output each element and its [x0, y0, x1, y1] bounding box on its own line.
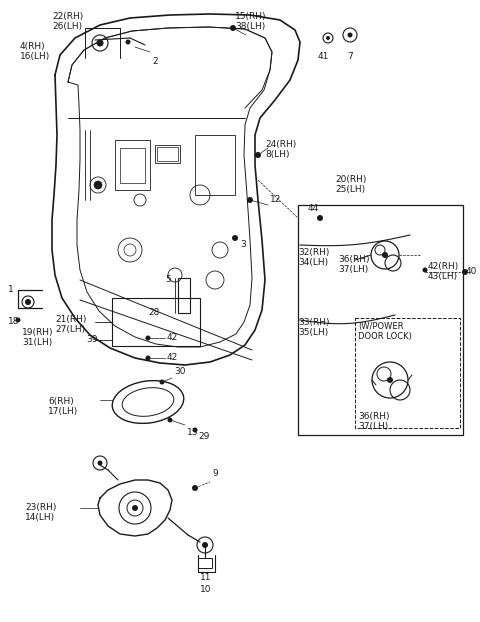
Text: 22(RH)
26(LH): 22(RH) 26(LH) — [52, 12, 83, 31]
Bar — [115, 140, 150, 190]
Circle shape — [145, 335, 151, 340]
Text: 1: 1 — [8, 285, 14, 294]
Circle shape — [326, 36, 330, 40]
Text: 28: 28 — [148, 308, 159, 317]
Text: 11: 11 — [200, 573, 212, 582]
Text: 18: 18 — [8, 317, 20, 326]
Bar — [120, 148, 145, 183]
Text: 6(RH)
17(LH): 6(RH) 17(LH) — [48, 397, 78, 416]
Text: 10: 10 — [200, 585, 212, 594]
Text: 40: 40 — [466, 267, 478, 277]
Text: 23(RH)
14(LH): 23(RH) 14(LH) — [25, 503, 56, 522]
Text: 2: 2 — [152, 57, 157, 66]
Text: 44: 44 — [308, 204, 319, 213]
Text: 41: 41 — [318, 52, 329, 61]
Circle shape — [202, 542, 208, 548]
Circle shape — [387, 377, 393, 383]
Text: 13: 13 — [187, 428, 199, 437]
Text: (W/POWER
DOOR LOCK): (W/POWER DOOR LOCK) — [358, 322, 412, 341]
Circle shape — [97, 40, 103, 46]
Text: 19(RH)
31(LH): 19(RH) 31(LH) — [22, 328, 53, 348]
Text: 12: 12 — [270, 195, 281, 205]
Text: 15(RH)
38(LH): 15(RH) 38(LH) — [235, 12, 266, 31]
Circle shape — [422, 267, 428, 272]
Circle shape — [125, 40, 131, 45]
Circle shape — [25, 300, 31, 305]
Text: 4(RH)
16(LH): 4(RH) 16(LH) — [20, 42, 50, 62]
Circle shape — [192, 485, 198, 491]
Circle shape — [230, 25, 236, 31]
Circle shape — [462, 269, 468, 275]
Text: 36(RH)
37(LH): 36(RH) 37(LH) — [358, 412, 389, 432]
Text: 42(RH)
43(LH): 42(RH) 43(LH) — [428, 262, 459, 281]
Circle shape — [232, 235, 238, 241]
Circle shape — [168, 417, 172, 422]
Bar — [155, 145, 180, 163]
Circle shape — [132, 505, 138, 511]
Text: 20(RH)
25(LH): 20(RH) 25(LH) — [335, 175, 366, 195]
Text: 9: 9 — [212, 469, 218, 478]
Circle shape — [192, 427, 197, 432]
Text: 3: 3 — [240, 240, 246, 249]
Bar — [112, 298, 200, 346]
Text: 42: 42 — [167, 353, 178, 363]
Text: 39: 39 — [86, 335, 97, 345]
Bar — [198, 558, 212, 568]
Circle shape — [94, 181, 102, 189]
Text: 30: 30 — [174, 367, 185, 376]
Circle shape — [247, 197, 253, 203]
Bar — [298, 205, 463, 435]
Text: 36(RH)
37(LH): 36(RH) 37(LH) — [338, 255, 370, 274]
Circle shape — [145, 356, 151, 361]
Circle shape — [97, 460, 103, 465]
Circle shape — [15, 317, 21, 322]
Bar — [195, 135, 235, 195]
Circle shape — [317, 215, 323, 221]
Text: 29: 29 — [198, 432, 209, 441]
Text: 42: 42 — [167, 333, 178, 343]
Text: 5: 5 — [165, 275, 171, 284]
Text: 21(RH)
27(LH): 21(RH) 27(LH) — [55, 315, 86, 335]
Circle shape — [159, 379, 165, 384]
Circle shape — [348, 32, 352, 37]
Text: 7: 7 — [347, 52, 353, 61]
Text: 33(RH)
35(LH): 33(RH) 35(LH) — [298, 318, 329, 337]
Bar — [157, 147, 178, 161]
Text: 24(RH)
8(LH): 24(RH) 8(LH) — [265, 140, 296, 159]
Circle shape — [255, 152, 261, 158]
Bar — [178, 278, 190, 313]
Circle shape — [382, 252, 388, 258]
Text: 32(RH)
34(LH): 32(RH) 34(LH) — [298, 248, 329, 267]
Bar — [355, 318, 460, 428]
